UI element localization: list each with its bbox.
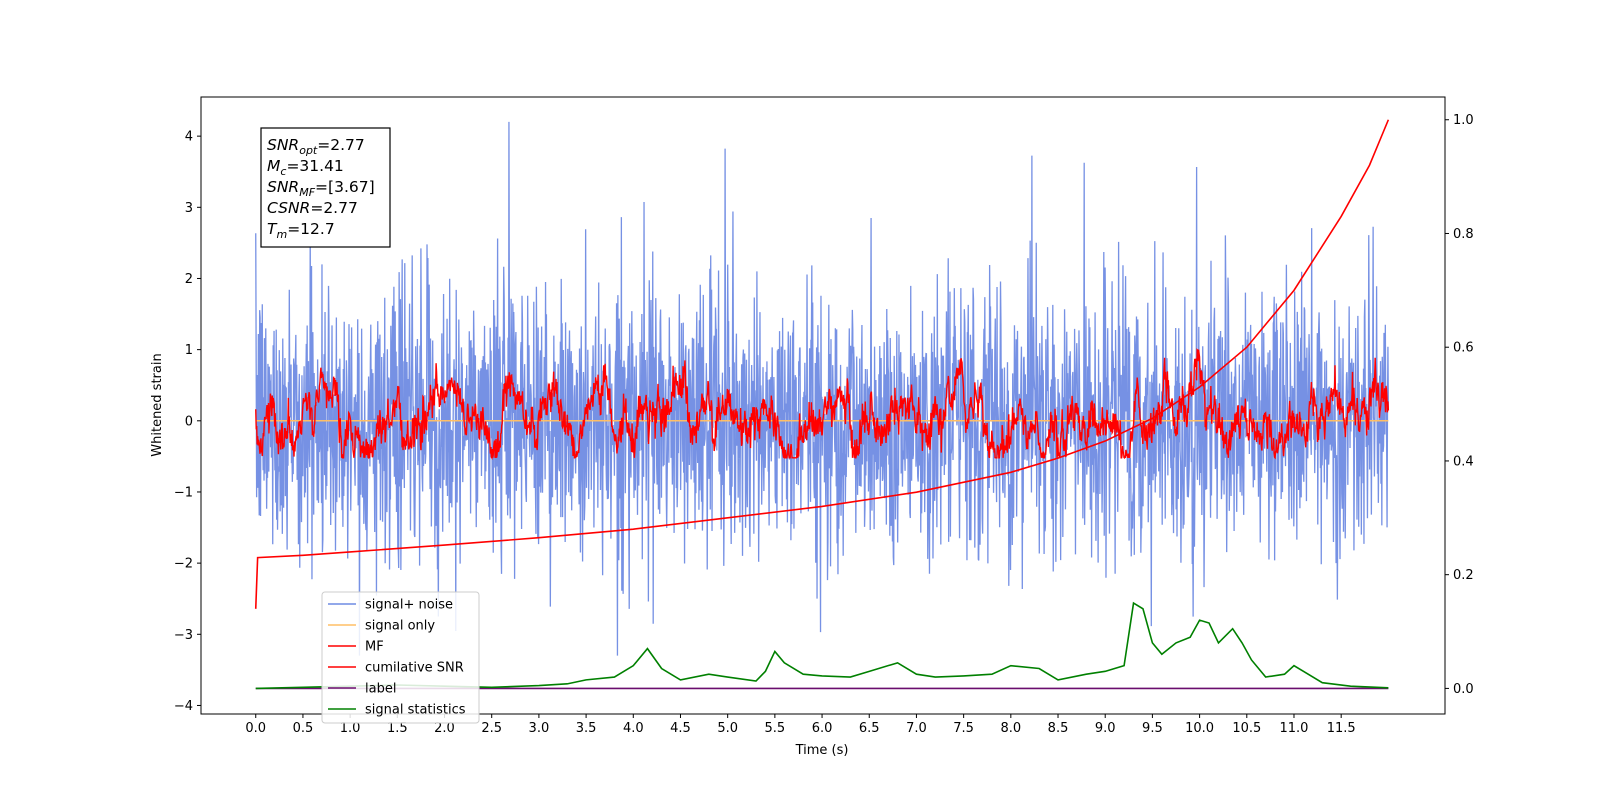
y-tick-label: −1 [174,485,193,500]
legend-entry: MF [365,640,384,655]
x-tick-label: 5.5 [765,721,786,736]
series-signal-noise [255,121,1390,656]
y2-tick-label: 1.0 [1453,113,1474,128]
x-tick-label: 3.0 [529,721,550,736]
x-tick-label: 6.0 [812,721,833,736]
annotation-line: Mc=31.41 [267,157,344,178]
y-axis-left: 4 3 2 1 0 −1 −2 −3 −4 [174,130,201,714]
annotation-line: Tm=12.7 [267,220,335,241]
y2-tick-label: 0.2 [1453,568,1474,583]
x-tick-label: 2.0 [434,721,455,736]
legend-entry: signal only [365,619,435,634]
x-tick-label: 11.0 [1280,721,1309,736]
annotation-frame [260,127,391,248]
series-cumulative-snr [254,119,1390,609]
y-tick-label: 4 [185,130,193,145]
x-tick-label: 2.5 [481,721,502,736]
x-tick-label: 7.5 [953,721,974,736]
x-tick-label: 0.5 [293,721,314,736]
x-tick-label: 10.5 [1232,721,1261,736]
y2-tick-label: 0.6 [1453,341,1474,356]
y-tick-label: −3 [174,628,193,643]
x-tick-label: 11.5 [1327,721,1356,736]
x-tick-label: 6.5 [859,721,880,736]
y-tick-label: −4 [174,699,193,714]
y2-tick-label: 0.8 [1453,227,1474,242]
x-tick-label: 4.5 [670,721,691,736]
legend-entry: cumilative SNR [365,661,464,676]
x-tick-label: 3.5 [576,721,597,736]
x-axis-label: Time (s) [795,743,849,758]
x-tick-label: 7.0 [906,721,927,736]
annotation-line: SNRMF=[3.67] [267,178,375,199]
y-axis-label: Whitened strain [150,353,165,456]
x-tick-label: 5.0 [717,721,738,736]
x-tick-label: 4.0 [623,721,644,736]
y-tick-label: −2 [174,557,193,572]
legend-entry: signal+ noise [365,598,453,613]
x-tick-label: 0.0 [245,721,266,736]
x-tick-label: 8.5 [1048,721,1069,736]
legend-entry: label [365,682,396,697]
annotation-line: CSNR=2.77 [267,199,358,217]
plot-frame [200,96,1446,715]
legend: signal+ noise signal only MF cumilative SNR… [321,591,480,724]
y-tick-label: 2 [185,272,193,287]
x-tick-label: 8.0 [1000,721,1021,736]
x-axis: 0.0 0.5 1.0 1.5 2.0 2.5 3.0 3.5 4.0 4.5 5.0 5.5 6.0 6… [245,714,1356,736]
legend-entry: signal statistics [365,703,466,718]
y-tick-label: 0 [185,414,193,429]
annotation-line: SNRopt=2.77 [267,136,365,157]
y2-tick-label: 0.4 [1453,454,1474,469]
y2-tick-label: 0.0 [1453,682,1474,697]
x-tick-label: 9.5 [1142,721,1163,736]
x-tick-label: 10.0 [1185,721,1214,736]
y-tick-label: 3 [185,201,193,216]
series-signal-statistics [255,601,1389,690]
y-tick-label: 1 [185,343,193,358]
x-tick-label: 1.0 [340,721,361,736]
y-axis-right: 1.0 0.8 0.6 0.4 0.2 0.0 [1445,113,1474,697]
x-tick-label: 1.5 [387,721,408,736]
x-tick-label: 9.0 [1095,721,1116,736]
series-mf [255,348,1390,460]
metrics-annotation: SNRopt=2.77Mc=31.41SNRMF=[3.67]CSNR=2.77… [260,127,391,248]
legend-frame [321,591,480,724]
